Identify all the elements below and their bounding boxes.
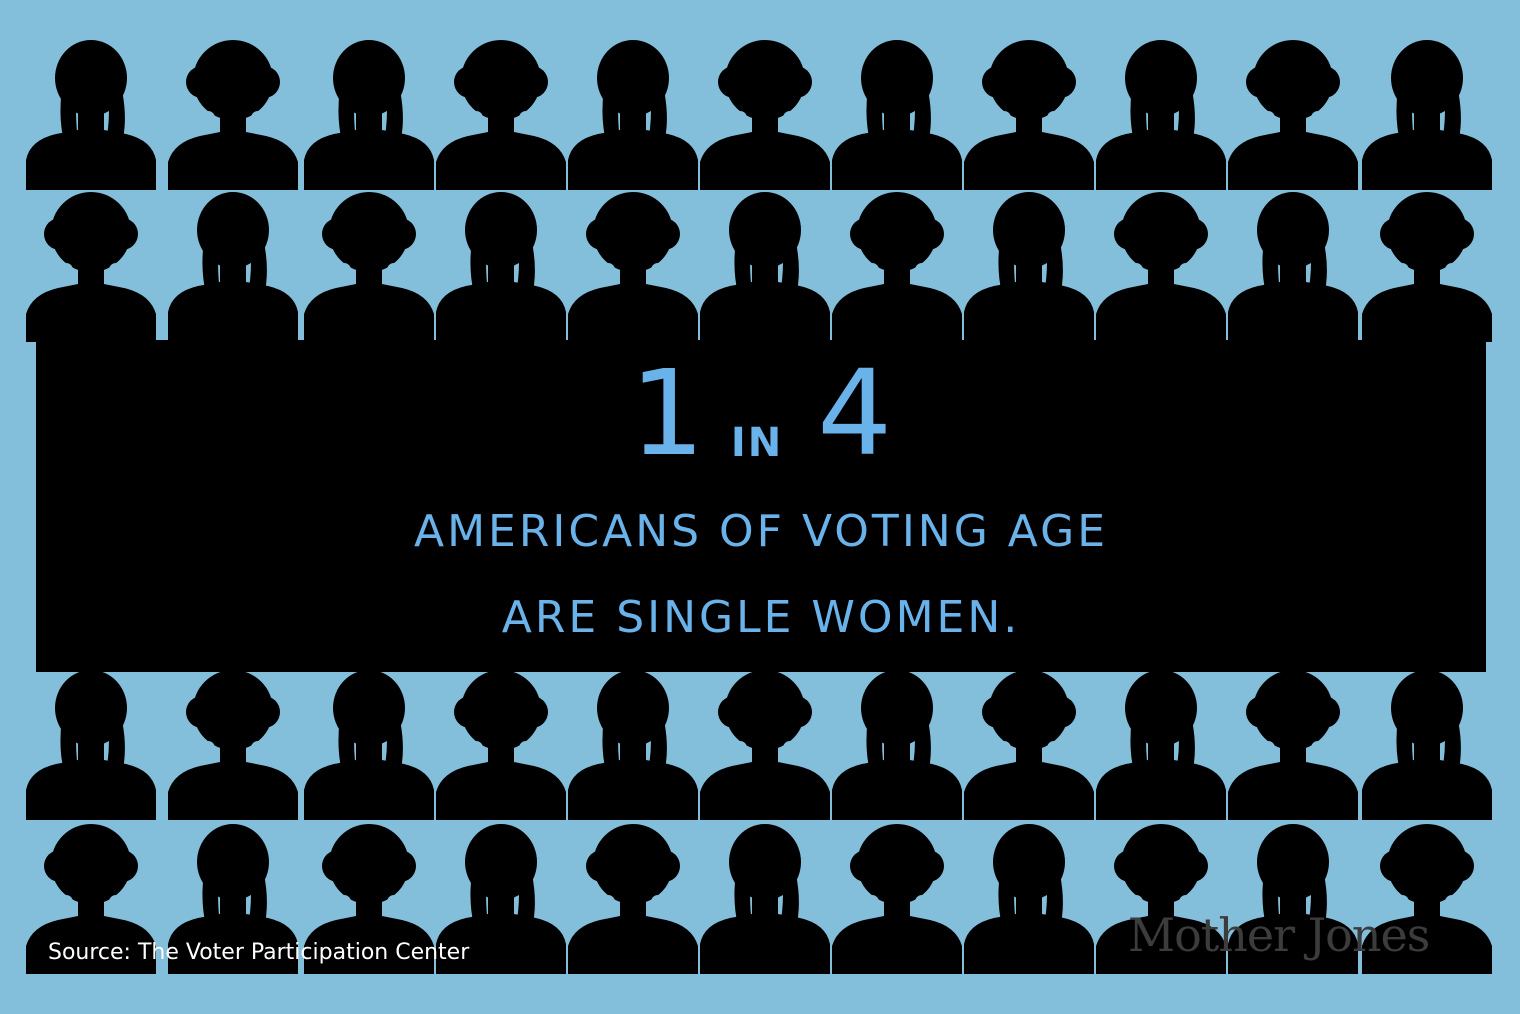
woman-silhouette-icon (25, 191, 157, 343)
crowd-row-1 (26, 39, 1492, 191)
woman-silhouette-icon (567, 191, 699, 343)
woman-silhouette-icon (964, 824, 1094, 974)
woman-silhouette-icon (1361, 191, 1493, 343)
woman-silhouette-icon (1362, 670, 1492, 820)
woman-silhouette-icon (1362, 40, 1492, 190)
woman-silhouette-icon (700, 192, 830, 342)
crowd-row-3 (26, 669, 1492, 821)
woman-silhouette-icon (567, 823, 699, 975)
woman-silhouette-icon (304, 670, 434, 820)
woman-silhouette-icon (1228, 192, 1358, 342)
headline-banner: 1 IN 4 AMERICANS OF VOTING AGE ARE SINGLE … (36, 340, 1486, 672)
woman-silhouette-icon (1096, 670, 1226, 820)
woman-silhouette-icon (963, 669, 1095, 821)
headline-line-2: ARE SINGLE WOMEN. (501, 592, 1021, 643)
woman-silhouette-icon (1227, 669, 1359, 821)
woman-silhouette-icon (700, 824, 830, 974)
woman-silhouette-icon (168, 192, 298, 342)
headline-line-1: AMERICANS OF VOTING AGE (413, 506, 1109, 557)
woman-silhouette-icon (1095, 191, 1227, 343)
mother-jones-logo: Mother Jones (1128, 908, 1464, 968)
woman-silhouette-icon (1227, 39, 1359, 191)
woman-silhouette-icon (832, 40, 962, 190)
woman-silhouette-icon (26, 670, 156, 820)
woman-silhouette-icon (831, 823, 963, 975)
ratio-number-a: 1 (629, 344, 705, 482)
woman-silhouette-icon (964, 192, 1094, 342)
woman-silhouette-icon (832, 670, 962, 820)
woman-silhouette-icon (435, 39, 567, 191)
woman-silhouette-icon (436, 192, 566, 342)
woman-silhouette-icon (303, 191, 435, 343)
ratio-connector: IN (730, 420, 784, 466)
woman-silhouette-icon (435, 669, 567, 821)
crowd-row-2 (25, 191, 1493, 343)
woman-silhouette-icon (963, 39, 1095, 191)
woman-silhouette-icon (568, 40, 698, 190)
ratio-number-b: 4 (817, 344, 893, 482)
woman-silhouette-icon (699, 39, 831, 191)
woman-silhouette-icon (167, 669, 299, 821)
woman-silhouette-icon (1096, 40, 1226, 190)
woman-silhouette-icon (831, 191, 963, 343)
woman-silhouette-icon (26, 40, 156, 190)
source-credit: Source: The Voter Participation Center (48, 940, 470, 965)
ratio-headline: 1 IN 4 (36, 340, 1486, 490)
woman-silhouette-icon (304, 40, 434, 190)
woman-silhouette-icon (167, 39, 299, 191)
logo-wordmark: Mother Jones (1128, 908, 1430, 962)
woman-silhouette-icon (568, 670, 698, 820)
woman-silhouette-icon (699, 669, 831, 821)
